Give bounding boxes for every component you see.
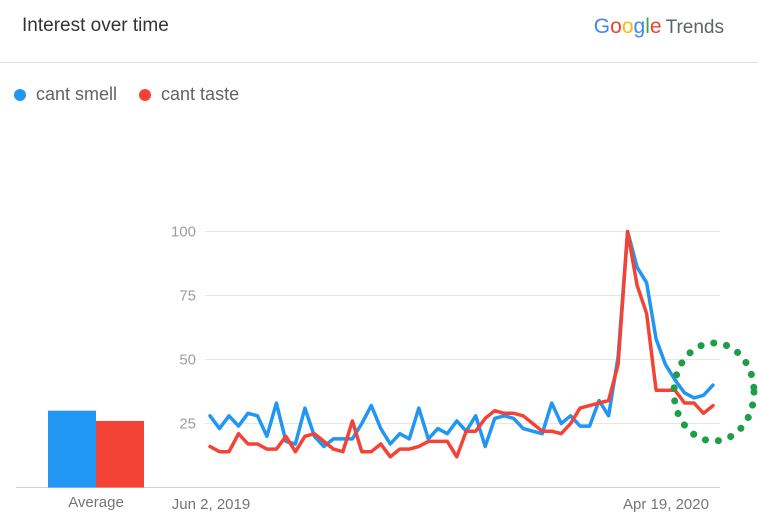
google-wordmark: Google [594, 15, 662, 38]
brand-letter: g [633, 15, 646, 38]
brand-letter: o [610, 15, 622, 38]
chart-header: Interest over time Google Trends [0, 0, 758, 63]
google-trends-logo: Google Trends [594, 15, 724, 39]
legend-dot-icon [139, 88, 152, 101]
legend-label-series-0: cant smell [36, 84, 118, 104]
x-tick-label-start: Jun 2, 2019 [172, 496, 250, 513]
legend-dot-icon [14, 88, 26, 101]
annotation-layer [670, 339, 758, 445]
series-line-0 [208, 229, 715, 449]
legend-item-series-0[interactable]: cant smell [14, 84, 117, 105]
axis-labels: 25 50 75 100 Jun 2, 2019 Apr 19, 2020 Average [68, 224, 709, 514]
brand-letter: e [649, 15, 662, 38]
annotation-dotted-circle [670, 339, 758, 445]
series-lines [208, 229, 715, 459]
y-tick-label: 100 [171, 224, 196, 241]
legend-label-series-1: cant taste [161, 84, 240, 104]
trends-wordmark: Trends [665, 17, 724, 38]
average-label: Average [68, 494, 124, 511]
brand-letter: o [621, 15, 634, 38]
legend-item-series-1[interactable]: cant taste [139, 84, 239, 105]
average-bar-1 [96, 420, 144, 488]
chart-title: Interest over time [22, 15, 169, 36]
brand-letter: l [645, 15, 650, 38]
x-tick-label-end: Apr 19, 2020 [623, 496, 709, 513]
average-bars [48, 410, 144, 488]
series-line-1 [208, 229, 715, 459]
y-tick-label: 50 [179, 352, 196, 369]
y-tick-label: 75 [179, 288, 196, 305]
chart-legend: cant smell cant taste [14, 84, 239, 105]
y-tick-label: 25 [179, 416, 196, 433]
brand-letter: G [593, 15, 611, 38]
average-bar-0 [48, 410, 96, 488]
